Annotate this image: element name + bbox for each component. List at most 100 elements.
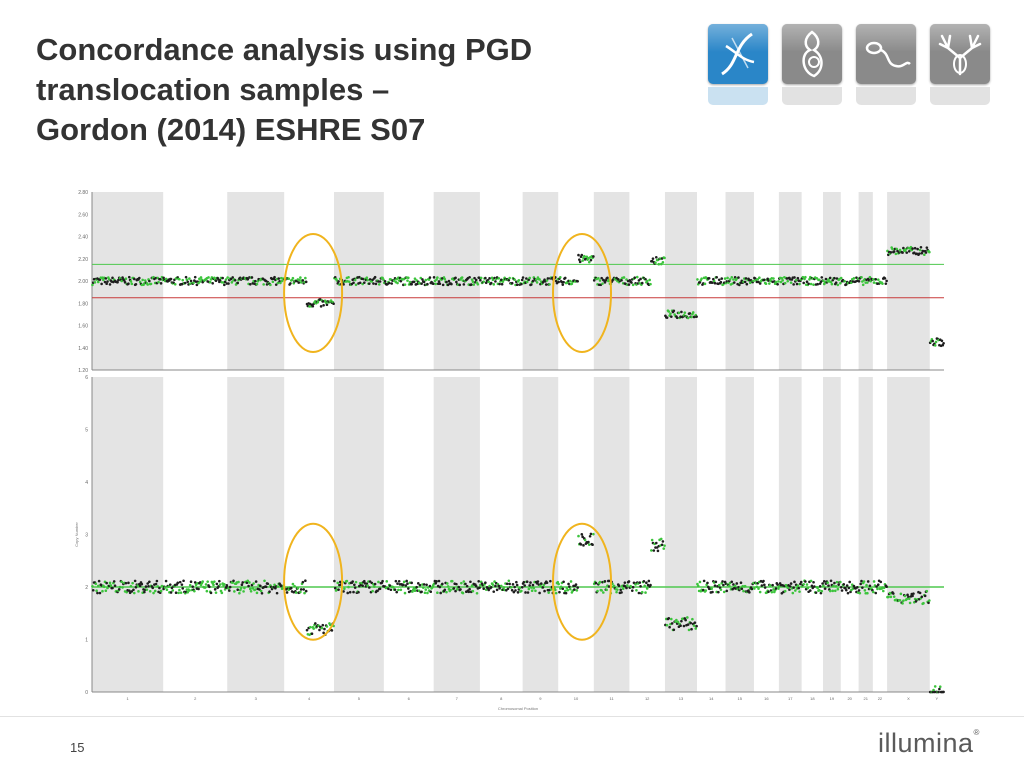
bottom-data-point bbox=[635, 588, 638, 592]
bottom-data-point bbox=[212, 583, 215, 587]
bottom-data-point bbox=[260, 591, 264, 595]
top-data-point bbox=[589, 258, 593, 262]
bottom-data-point bbox=[937, 690, 940, 694]
bottom-data-point bbox=[598, 580, 602, 584]
bottom-data-point bbox=[820, 589, 824, 593]
top-data-point bbox=[577, 253, 580, 257]
top-data-point bbox=[256, 279, 260, 283]
top-data-point bbox=[367, 282, 371, 285]
top-data-point bbox=[124, 277, 128, 281]
bottom-data-point bbox=[435, 580, 438, 583]
top-data-point bbox=[805, 280, 809, 284]
top-data-point bbox=[185, 278, 189, 281]
top-data-point bbox=[712, 279, 716, 283]
bottom-data-point bbox=[839, 580, 842, 584]
bottom-data-point bbox=[520, 589, 523, 593]
top-data-point bbox=[424, 278, 428, 282]
top-data-point bbox=[717, 278, 721, 282]
bottom-data-point bbox=[470, 584, 474, 587]
top-data-point bbox=[382, 278, 385, 281]
top-data-point bbox=[508, 276, 511, 280]
bottom-data-point bbox=[320, 626, 324, 630]
bottom-data-point bbox=[121, 586, 124, 589]
bottom-data-point bbox=[725, 589, 729, 593]
bottom-x-tick-label: 3 bbox=[255, 696, 258, 701]
bottom-data-point bbox=[193, 581, 197, 584]
top-data-point bbox=[659, 262, 663, 266]
bottom-data-point bbox=[249, 589, 253, 593]
bottom-data-point bbox=[186, 590, 190, 594]
bottom-data-point bbox=[574, 583, 578, 586]
top-data-point bbox=[214, 279, 218, 283]
top-data-point bbox=[776, 282, 779, 286]
bottom-data-point bbox=[538, 591, 541, 595]
bottom-chromosome-band bbox=[522, 377, 559, 692]
bottom-data-point bbox=[794, 589, 797, 592]
bottom-data-point bbox=[507, 579, 511, 583]
top-data-point bbox=[347, 275, 350, 279]
bottom-data-point bbox=[96, 584, 100, 588]
top-data-point bbox=[675, 316, 679, 320]
bottom-data-point bbox=[402, 580, 406, 584]
top-data-point bbox=[358, 281, 362, 285]
bottom-data-point bbox=[436, 591, 439, 594]
bottom-data-point bbox=[786, 586, 790, 589]
top-data-point bbox=[833, 276, 836, 280]
bottom-data-point bbox=[920, 595, 924, 599]
bottom-data-point bbox=[620, 591, 623, 594]
top-data-point bbox=[528, 276, 531, 280]
bottom-data-point bbox=[446, 585, 450, 588]
bottom-data-point bbox=[129, 584, 133, 588]
bottom-x-tick-label: X bbox=[907, 696, 910, 701]
bottom-x-tick-label: 18 bbox=[810, 696, 815, 701]
bottom-data-point bbox=[243, 586, 246, 590]
top-data-point bbox=[274, 283, 278, 286]
top-data-point bbox=[454, 276, 457, 280]
bottom-data-point bbox=[153, 589, 157, 593]
bottom-data-point bbox=[927, 601, 930, 605]
deer-antlers-icon bbox=[930, 24, 990, 84]
bottom-data-point bbox=[467, 590, 471, 594]
bottom-data-point bbox=[850, 583, 854, 586]
bottom-data-point bbox=[802, 582, 805, 586]
bottom-data-point bbox=[321, 623, 325, 627]
concordance-figure: 2.802.602.402.202.001.801.601.401.206543… bbox=[62, 187, 954, 717]
bottom-y-tick-label: 0 bbox=[85, 690, 88, 696]
bottom-data-point bbox=[743, 584, 747, 588]
top-data-point bbox=[627, 283, 631, 286]
bottom-data-point bbox=[857, 589, 861, 592]
bottom-data-point bbox=[793, 580, 796, 584]
bottom-data-point bbox=[840, 589, 844, 592]
top-data-point bbox=[520, 278, 524, 282]
top-data-point bbox=[911, 247, 914, 250]
bottom-data-point bbox=[393, 588, 397, 591]
top-data-point bbox=[319, 305, 323, 308]
bottom-data-point bbox=[452, 587, 456, 590]
bottom-data-point bbox=[645, 587, 649, 590]
top-data-point bbox=[919, 245, 923, 249]
bottom-data-point bbox=[637, 591, 641, 595]
bottom-data-point bbox=[583, 538, 587, 542]
bottom-data-point bbox=[461, 591, 465, 595]
bottom-data-point bbox=[178, 580, 182, 584]
top-data-point bbox=[211, 281, 214, 285]
bottom-data-point bbox=[814, 591, 818, 594]
bottom-data-point bbox=[259, 589, 263, 593]
top-data-point bbox=[576, 279, 579, 283]
top-data-point bbox=[484, 281, 488, 285]
bottom-data-point bbox=[460, 581, 463, 585]
bottom-data-point bbox=[188, 589, 191, 592]
top-data-point bbox=[535, 281, 539, 284]
top-data-point bbox=[510, 281, 514, 285]
bottom-data-point bbox=[922, 601, 925, 605]
bottom-data-point bbox=[796, 584, 800, 587]
top-data-point bbox=[410, 282, 413, 286]
bottom-data-point bbox=[416, 582, 420, 585]
top-data-point bbox=[450, 282, 453, 286]
bottom-data-point bbox=[933, 685, 937, 688]
bottom-data-point bbox=[852, 584, 856, 588]
top-data-point bbox=[366, 278, 369, 282]
bottom-data-point bbox=[484, 588, 488, 591]
bottom-data-point bbox=[861, 586, 864, 589]
bottom-data-point bbox=[138, 584, 142, 588]
